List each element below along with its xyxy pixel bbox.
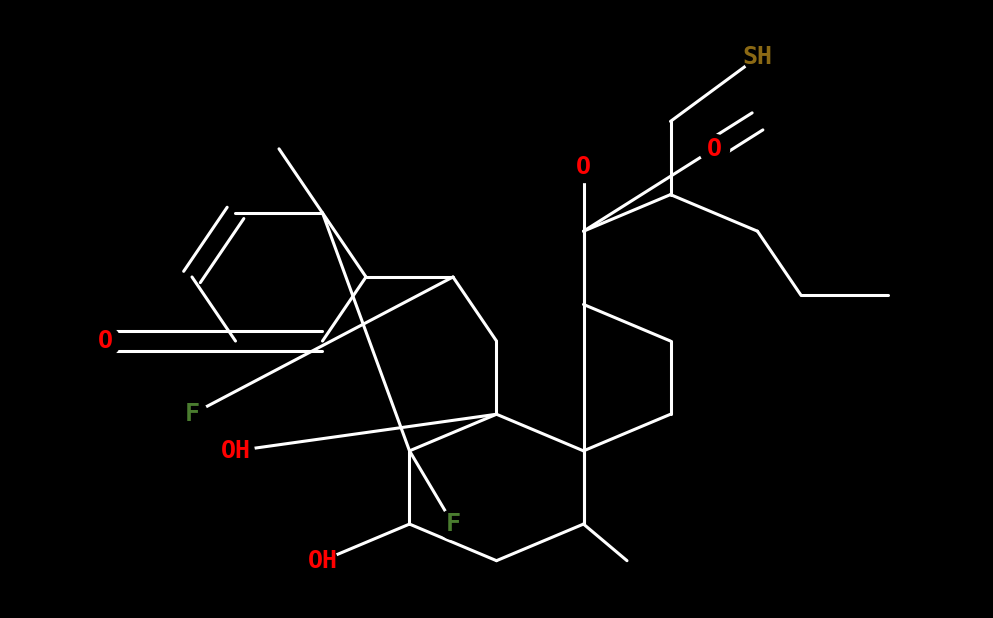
Text: OH: OH bbox=[308, 549, 338, 573]
Text: O: O bbox=[706, 137, 722, 161]
Text: F: F bbox=[446, 512, 461, 536]
Text: O: O bbox=[576, 155, 591, 179]
Text: OH: OH bbox=[220, 439, 250, 463]
Text: F: F bbox=[185, 402, 200, 426]
Text: SH: SH bbox=[743, 45, 773, 69]
Text: O: O bbox=[97, 329, 112, 353]
